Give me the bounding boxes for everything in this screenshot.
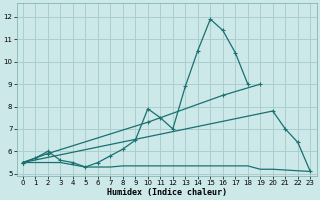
X-axis label: Humidex (Indice chaleur): Humidex (Indice chaleur) [107, 188, 227, 197]
